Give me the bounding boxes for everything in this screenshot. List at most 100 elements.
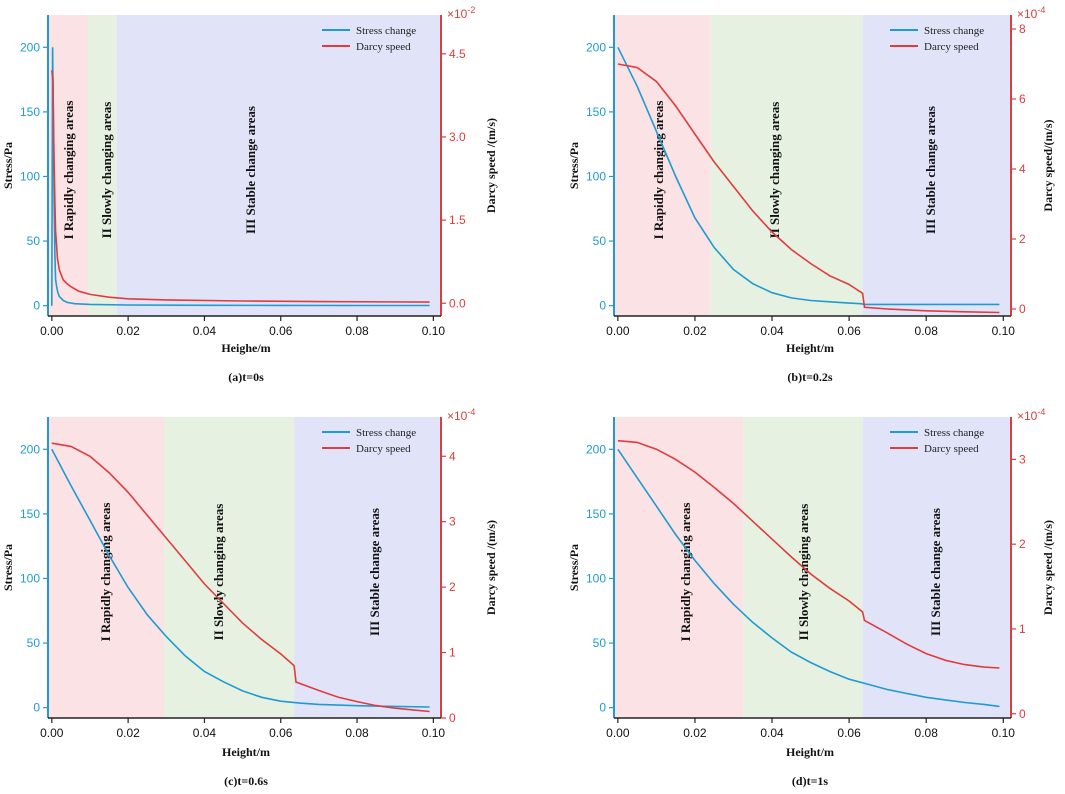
panel-caption: (a)t=0s (228, 370, 264, 384)
x-tick-label: 0.06 (269, 324, 293, 338)
right-axis-multiplier: ×10-2 (447, 5, 475, 21)
x-tick-label: 0.04 (760, 726, 784, 740)
y-left-tick-label: 200 (586, 40, 606, 54)
panel-c: I Rapidly changing areas II Slowly changi… (1, 407, 498, 788)
legend-stress-label: Stress change (924, 25, 984, 37)
y-left-tick-label: 50 (593, 234, 607, 248)
x-tick-label: 0.08 (345, 726, 369, 740)
y-left-tick-label: 100 (586, 169, 606, 183)
y-right-tick-label: 1 (449, 646, 456, 660)
x-tick-label: 0.08 (915, 726, 939, 740)
panel-d: I Rapidly changing areas II Slowly changi… (567, 407, 1055, 788)
y-right-tick-label: 0.0 (449, 296, 466, 310)
y-right-axis-label: Darcy speed/(m/s) (1041, 119, 1055, 211)
right-axis-multiplier: ×10-4 (1017, 407, 1045, 423)
x-tick-label: 0.00 (40, 324, 64, 338)
region-stable-label: III Stable change areas (243, 106, 258, 234)
y-left-tick-label: 100 (20, 571, 40, 585)
y-left-tick-label: 200 (586, 442, 606, 456)
region-stable-band (116, 15, 441, 316)
region-stable-band (294, 417, 441, 718)
region-rapid-band (614, 15, 711, 316)
stress-change-line (51, 448, 430, 708)
x-tick-label: 0.10 (992, 324, 1016, 338)
y-right-tick-label: 4 (449, 449, 456, 463)
panel-caption: (b)t=0.2s (787, 370, 833, 384)
y-left-tick-label: 0 (33, 701, 40, 715)
legend-darcy-label: Darcy speed (356, 41, 411, 53)
region-slow-label: II Slowly changing areas (99, 102, 114, 239)
darcy-speed-line (617, 63, 1000, 314)
y-left-tick-label: 100 (586, 571, 606, 585)
y-right-tick-label: 2 (449, 580, 456, 594)
y-left-tick-label: 0 (599, 701, 606, 715)
darcy-speed-line (617, 439, 1000, 669)
y-left-tick-label: 0 (599, 299, 606, 313)
region-slow-label: II Slowly changing areas (211, 504, 226, 641)
y-left-tick-label: 200 (20, 40, 40, 54)
darcy-speed-line (51, 70, 430, 303)
y-left-axis-label: Stress/Pa (1, 142, 15, 189)
right-axis-multiplier: ×10-4 (1017, 5, 1045, 21)
panel-b: I Rapidly changing areas II Slowly changi… (567, 5, 1055, 384)
panel-a: I Rapidly changing areas II Slowly changi… (1, 5, 498, 384)
darcy-speed-line (51, 442, 430, 713)
x-axis-label: Heighe/m (221, 341, 270, 355)
x-tick-label: 0.02 (683, 324, 707, 338)
y-right-tick-label: 2 (1019, 537, 1026, 551)
y-right-tick-label: 0 (449, 711, 456, 725)
x-axis-label: Height/m (222, 745, 270, 759)
x-tick-label: 0.06 (269, 726, 293, 740)
y-right-axis-label: Darcy speed /(m/s) (484, 520, 498, 615)
region-stable-label: III Stable change areas (923, 106, 938, 234)
region-slow-label: II Slowly changing areas (767, 102, 782, 239)
legend-stress-label: Stress change (356, 25, 416, 37)
x-tick-label: 0.06 (837, 726, 861, 740)
x-tick-label: 0.08 (915, 324, 939, 338)
stress-change-line (617, 46, 1000, 306)
y-right-tick-label: 3 (449, 515, 456, 529)
x-axis-label: Height/m (786, 341, 834, 355)
x-tick-label: 0.06 (837, 324, 861, 338)
x-tick-label: 0.02 (116, 726, 140, 740)
region-rapid-label: I Rapidly changing areas (98, 503, 113, 642)
legend-darcy-label: Darcy speed (356, 443, 411, 455)
x-tick-label: 0.10 (422, 726, 446, 740)
y-left-tick-label: 50 (27, 636, 41, 650)
region-stable-band (862, 15, 1011, 316)
y-left-axis-label: Stress/Pa (567, 142, 581, 189)
panel-caption: (d)t=1s (792, 774, 829, 788)
x-tick-label: 0.04 (193, 726, 217, 740)
y-right-tick-label: 6 (1019, 92, 1026, 106)
y-right-tick-label: 0 (1019, 302, 1026, 316)
y-right-tick-label: 3 (1019, 452, 1026, 466)
y-right-axis-label: Darcy speed /(m/s) (1041, 520, 1055, 615)
y-left-axis-label: Stress/Pa (567, 544, 581, 591)
region-rapid-label: I Rapidly changing areas (651, 101, 666, 240)
y-left-tick-label: 50 (593, 636, 607, 650)
x-tick-label: 0.02 (116, 324, 140, 338)
x-tick-label: 0.00 (606, 726, 630, 740)
legend-stress-label: Stress change (356, 427, 416, 439)
y-left-tick-label: 150 (20, 105, 40, 119)
stress-change-line (617, 448, 1000, 708)
y-left-tick-label: 100 (20, 169, 40, 183)
region-rapid-label: I Rapidly changing areas (678, 503, 693, 642)
y-right-tick-label: 2 (1019, 232, 1026, 246)
legend-stress-label: Stress change (924, 427, 984, 439)
y-left-tick-label: 150 (586, 507, 606, 521)
region-stable-label: III Stable change areas (367, 508, 382, 636)
y-right-tick-label: 1 (1019, 622, 1026, 636)
region-rapid-label: I Rapidly changing areas (61, 101, 76, 240)
region-rapid-band (614, 417, 744, 718)
y-left-axis-label: Stress/Pa (1, 544, 15, 591)
legend-darcy-label: Darcy speed (924, 41, 979, 53)
y-right-tick-label: 3.0 (449, 130, 466, 144)
right-axis-multiplier: ×10-4 (447, 407, 475, 423)
x-tick-label: 0.00 (40, 726, 64, 740)
region-stable-label: III Stable change areas (928, 508, 943, 636)
x-axis-label: Height/m (786, 745, 834, 759)
x-tick-label: 0.04 (193, 324, 217, 338)
y-left-tick-label: 0 (33, 299, 40, 313)
